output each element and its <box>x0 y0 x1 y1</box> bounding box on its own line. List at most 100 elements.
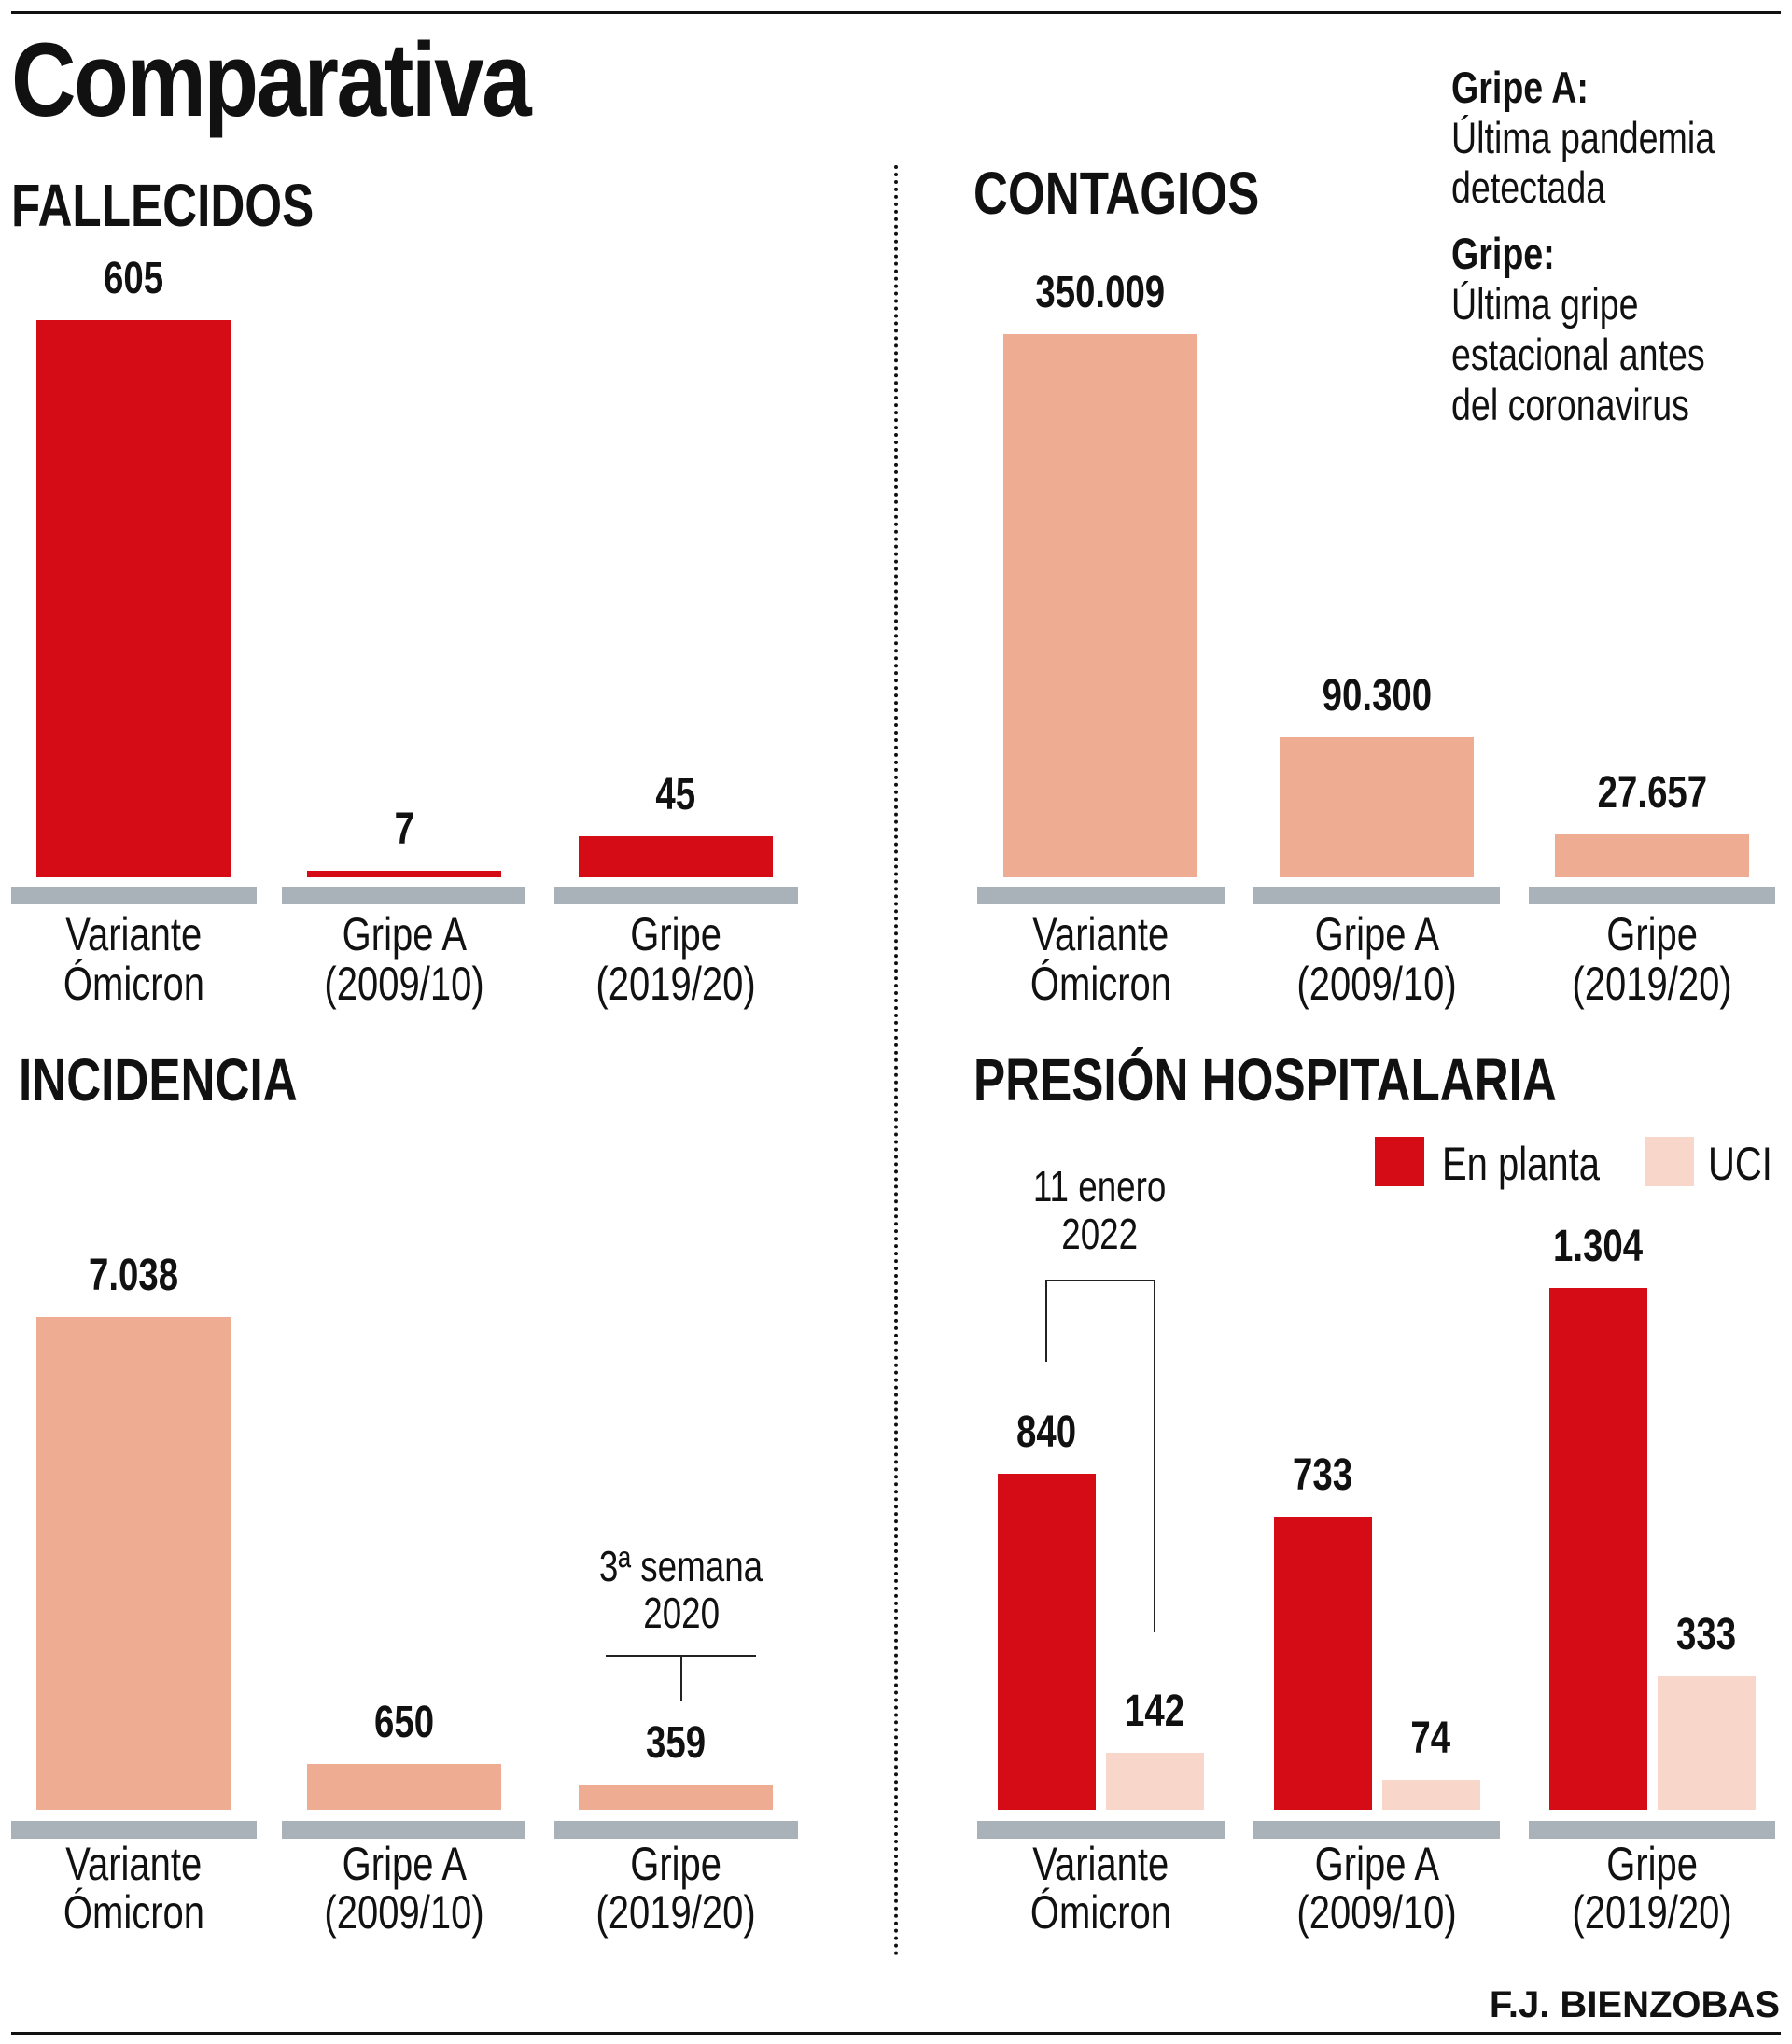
bar-en-planta <box>1273 1516 1372 1810</box>
page-title: Comparativa <box>11 28 613 133</box>
annotation-text: 3ª semana <box>599 1542 763 1590</box>
column-divider <box>894 165 898 1957</box>
value-label: 90.300 <box>1237 670 1517 721</box>
annotation-bracket-vertical <box>680 1655 682 1701</box>
bar <box>307 1764 501 1810</box>
bar-en-planta <box>1548 1288 1647 1810</box>
category-label-text: Variante <box>64 908 203 960</box>
category-label: (2009/10) <box>1227 960 1526 1007</box>
note-term-gripe: Gripe: <box>1451 231 1580 275</box>
bar <box>1555 834 1749 877</box>
legend-label-text: UCI <box>1708 1138 1772 1190</box>
category-label-text: Gripe <box>630 908 721 960</box>
category-label: Gripe <box>526 1841 825 1887</box>
category-label-text: Ómicron <box>63 958 204 1010</box>
category-label-text: (2009/10) <box>324 958 484 1010</box>
category-label-text: Gripe A <box>1314 1838 1439 1890</box>
category-label-text: Ómicron <box>1029 1886 1171 1939</box>
category-label: Gripe A <box>1227 911 1526 958</box>
value-label-text: 7 <box>394 805 414 855</box>
value-label: 359 <box>536 1721 816 1766</box>
category-label-text: Gripe A <box>1314 908 1439 960</box>
value-label-text: 605 <box>103 254 164 303</box>
category-label: (2019/20) <box>1503 1889 1792 1936</box>
category-label: Variante <box>0 911 283 958</box>
value-label-text: 359 <box>645 1718 707 1769</box>
annotation-text: 11 enero <box>1032 1162 1167 1211</box>
bar-uci <box>1381 1780 1480 1810</box>
panel-title-text: CONTAGIOS <box>973 160 1260 227</box>
value-label: 7 <box>264 807 544 852</box>
value-label: 840 <box>906 1409 1186 1455</box>
note-line: Última gripe <box>1451 282 1686 326</box>
bar-en-planta <box>997 1473 1096 1810</box>
panel-title-incidencia: INCIDENCIA <box>19 1050 367 1110</box>
bar <box>1280 736 1474 877</box>
category-label-text: Variante <box>64 1838 203 1890</box>
page-title-text: Comparativa <box>11 21 532 138</box>
category-label: (2019/20) <box>1503 960 1792 1007</box>
category-label-text: (2019/20) <box>595 958 756 1010</box>
panel-title-text: PRESIÓN HOSPITALARIA <box>973 1046 1557 1113</box>
legend-label-text: En planta <box>1442 1138 1601 1190</box>
legend-swatch-uci <box>1645 1137 1694 1186</box>
category-label-text: (2019/20) <box>1572 1886 1732 1939</box>
bar-uci <box>1105 1753 1204 1810</box>
note-line: detectada <box>1451 165 1644 209</box>
value-label-text: 650 <box>373 1698 435 1748</box>
category-label: Gripe <box>526 911 825 958</box>
baseline-bar <box>977 1821 1225 1839</box>
baseline-bar <box>554 1821 798 1839</box>
value-label: 350.009 <box>960 271 1240 315</box>
note-line: del coronavirus <box>1451 383 1749 427</box>
category-label: Variante <box>0 1841 283 1887</box>
baseline-bar <box>282 887 525 904</box>
panel-title-contagios: CONTAGIOS <box>973 163 1331 223</box>
value-label-text: 74 <box>1410 1714 1451 1764</box>
category-label: Gripe <box>1503 911 1792 958</box>
category-label: Ómicron <box>951 960 1250 1007</box>
annotation-3a-semana: 3ª semana <box>532 1545 831 1588</box>
category-label-text: Variante <box>1031 908 1169 960</box>
note-line: Última pandemia <box>1451 116 1781 160</box>
value-label-text: 90.300 <box>1322 670 1432 721</box>
bar <box>307 871 501 877</box>
bar <box>36 320 231 877</box>
value-label: 74 <box>1291 1716 1571 1761</box>
value-label: 142 <box>1015 1689 1295 1734</box>
bar <box>579 1785 773 1810</box>
baseline-bar <box>11 1821 257 1839</box>
category-label: (2019/20) <box>526 1889 825 1936</box>
value-label-text: 733 <box>1292 1449 1353 1500</box>
value-label: 733 <box>1183 1449 1463 1500</box>
annotation-11-enero: 11 enero <box>950 1165 1249 1208</box>
category-label: Gripe A <box>255 1841 553 1887</box>
baseline-bar <box>11 887 257 904</box>
note-line-text: detectada <box>1451 162 1606 212</box>
value-label-text: 333 <box>1675 1610 1737 1660</box>
value-label-text: 27.657 <box>1597 768 1707 818</box>
category-label-text: (2009/10) <box>1296 958 1457 1010</box>
baseline-bar <box>1529 1821 1775 1839</box>
bar <box>579 835 773 877</box>
category-label-text: Gripe <box>1606 1838 1698 1890</box>
bar <box>36 1317 231 1810</box>
category-label-text: Gripe <box>630 1838 721 1890</box>
category-label-text: (2019/20) <box>1572 958 1732 1010</box>
note-term-gripe-a: Gripe A: <box>1451 65 1623 109</box>
value-label: 605 <box>0 257 273 301</box>
category-label-text: Gripe <box>1606 908 1698 960</box>
annotation-2022: 2022 <box>950 1212 1249 1255</box>
value-label: 27.657 <box>1512 771 1792 816</box>
category-label: Variante <box>951 911 1250 958</box>
baseline-bar <box>282 1821 525 1839</box>
value-label-text: 1.304 <box>1552 1222 1644 1271</box>
value-label-text: 350.009 <box>1035 268 1166 317</box>
value-label: 1.304 <box>1458 1225 1738 1269</box>
value-label: 650 <box>264 1701 544 1745</box>
annotation-text: 2020 <box>643 1589 720 1637</box>
category-label: Ómicron <box>0 1889 283 1936</box>
baseline-bar <box>977 887 1225 904</box>
bar <box>1003 334 1197 877</box>
